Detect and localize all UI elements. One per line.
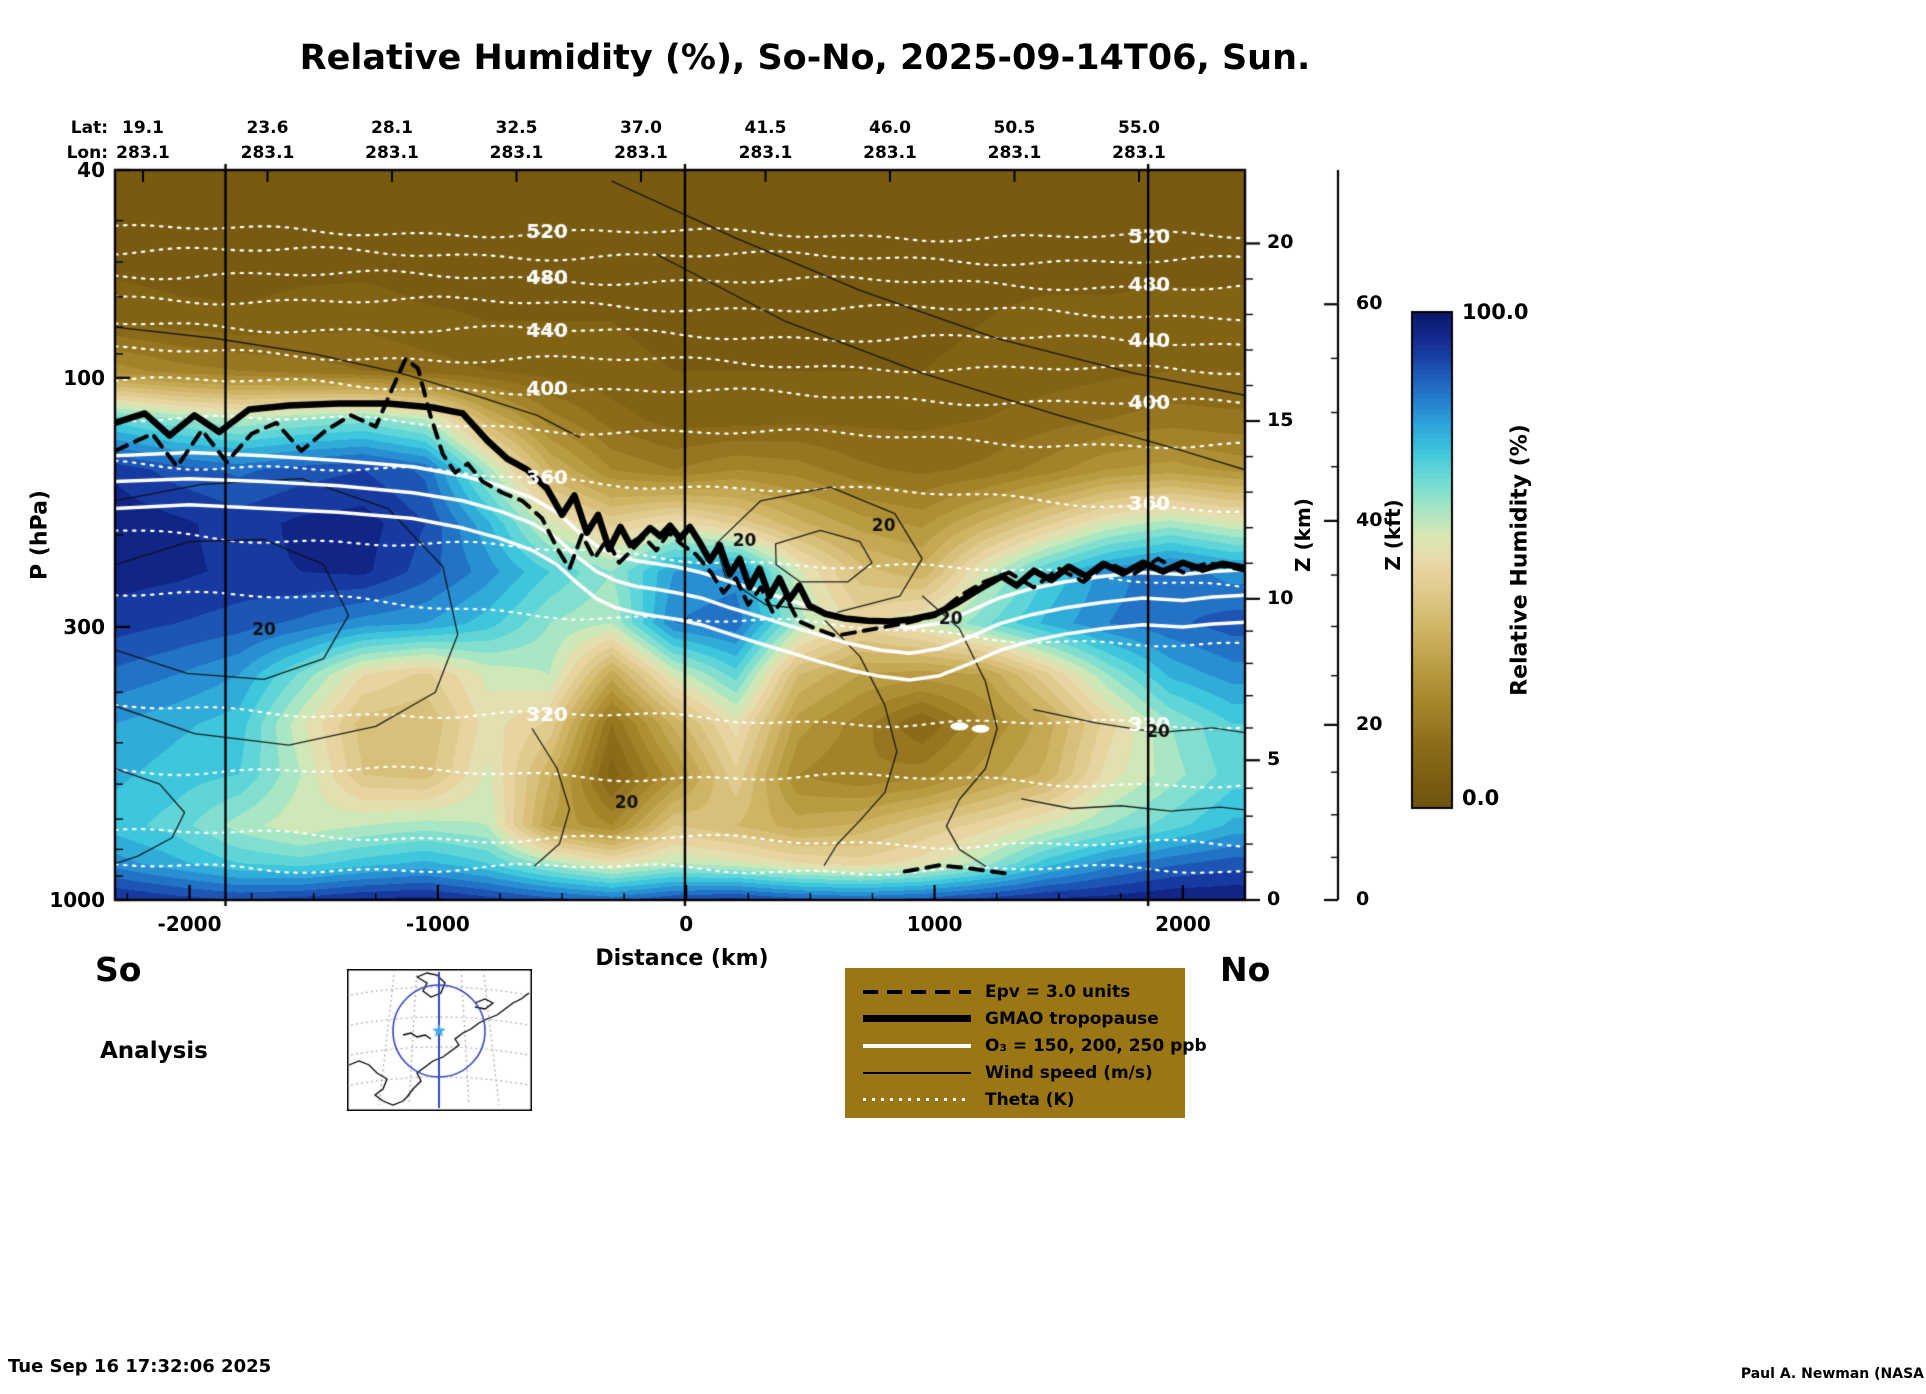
- z-km-tick-label: 15: [1267, 409, 1294, 432]
- lat-value: 28.1: [371, 118, 413, 138]
- distance-axis-title: Distance (km): [595, 946, 769, 971]
- colorbar-max-label: 100.0: [1462, 300, 1529, 324]
- z-kft-tick-label: 60: [1356, 292, 1383, 315]
- legend-entry-label: Wind speed (m/s): [985, 1062, 1153, 1083]
- legend-entry-label: GMAO tropopause: [985, 1008, 1159, 1029]
- credit-text: Paul A. Newman (NASA: [1740, 1366, 1924, 1382]
- x-tick-label: 0: [679, 912, 694, 936]
- lat-value: 23.6: [246, 118, 289, 138]
- z-kft-tick-label: 20: [1356, 712, 1383, 735]
- p-tick-label: 40: [77, 158, 105, 182]
- z-kft-axis-title: Z (kft): [1381, 499, 1405, 571]
- z-kft-tick-label: 0: [1356, 888, 1370, 910]
- z-km-axis-title: Z (km): [1291, 498, 1315, 572]
- colorbar-title: Relative Humidity (%): [1507, 424, 1533, 696]
- z-km-tick-label: 0: [1267, 888, 1281, 910]
- legend-entry: O₃ = 150, 200, 250 ppb: [845, 1032, 1207, 1059]
- chart-title: Relative Humidity (%), So-No, 2025-09-14…: [299, 38, 1311, 78]
- lat-value: 46.0: [869, 118, 911, 138]
- x-tick-label: -2000: [157, 912, 222, 936]
- legend-entry: GMAO tropopause: [845, 1005, 1185, 1032]
- legend-box: Epv = 3.0 units GMAO tropopause O₃ = 150, …: [845, 968, 1207, 1118]
- lat-value: 37.0: [620, 118, 662, 138]
- lon-value: 283.1: [489, 143, 544, 163]
- z-kft-tick-label: 40: [1356, 508, 1383, 531]
- lat-value: 41.5: [744, 118, 787, 138]
- analysis-label: Analysis: [100, 1038, 208, 1064]
- south-endpoint-label: So: [95, 950, 142, 989]
- pressure-axis-title: P (hPa): [27, 490, 53, 580]
- legend-line-sample-dashed-black: [863, 989, 971, 994]
- lon-axis-label: Lon:: [66, 143, 108, 163]
- legend-line-sample-thick-black: [863, 1015, 971, 1022]
- lon-value: 283.1: [365, 143, 419, 163]
- legend-entry: Theta (K): [845, 1086, 1185, 1113]
- lon-value: 283.1: [614, 143, 668, 163]
- legend-line-sample-dotted-white: [863, 1098, 971, 1101]
- legend-entry: Epv = 3.0 units: [845, 978, 1185, 1005]
- p-tick-label: 1000: [49, 888, 105, 912]
- x-tick-label: -1000: [405, 912, 470, 936]
- legend-entry-label: Theta (K): [985, 1089, 1075, 1110]
- z-km-tick-label: 5: [1267, 748, 1281, 771]
- north-endpoint-label: No: [1220, 950, 1271, 989]
- legend-entry-label: Epv = 3.0 units: [985, 981, 1131, 1002]
- p-tick-label: 300: [63, 614, 105, 639]
- legend-line-sample-thin-black: [863, 1071, 971, 1074]
- lon-value: 283.1: [738, 143, 793, 163]
- lon-value: 283.1: [116, 143, 170, 163]
- x-tick-label: 2000: [1155, 912, 1211, 936]
- legend-entry-label: O₃ = 150, 200, 250 ppb: [985, 1035, 1207, 1056]
- lat-value: 19.1: [122, 118, 164, 138]
- legend-rows: Epv = 3.0 units GMAO tropopause O₃ = 150, …: [845, 978, 1207, 1113]
- legend-entry: Wind speed (m/s): [845, 1059, 1185, 1086]
- lat-axis-label: Lat:: [70, 118, 108, 138]
- colorbar-min-label: 0.0: [1462, 786, 1500, 810]
- x-tick-label: 1000: [906, 912, 963, 936]
- lat-value: 50.5: [993, 118, 1036, 138]
- lat-value: 55.0: [1118, 118, 1160, 138]
- z-km-tick-label: 20: [1267, 231, 1294, 254]
- z-km-tick-label: 10: [1267, 586, 1294, 609]
- lon-value: 283.1: [863, 143, 917, 163]
- lon-value: 283.1: [1112, 143, 1166, 163]
- lon-value: 283.1: [987, 143, 1042, 163]
- creation-timestamp: Tue Sep 16 17:32:06 2025: [8, 1356, 272, 1377]
- map-inset-canvas: [347, 969, 532, 1111]
- lon-value: 283.1: [240, 143, 295, 163]
- p-tick-label: 100: [63, 365, 105, 390]
- legend-line-sample-thick-white: [863, 1043, 971, 1048]
- lat-value: 32.5: [495, 118, 538, 138]
